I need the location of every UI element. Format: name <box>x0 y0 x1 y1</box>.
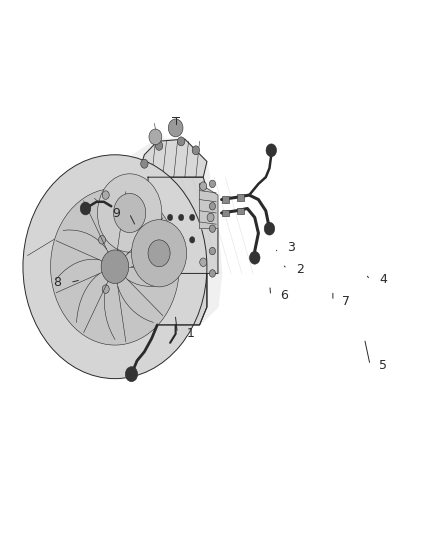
Circle shape <box>209 270 215 277</box>
Circle shape <box>250 252 260 264</box>
Text: 9: 9 <box>112 207 120 220</box>
Circle shape <box>209 225 215 232</box>
Polygon shape <box>200 184 218 229</box>
Circle shape <box>209 203 215 210</box>
Circle shape <box>97 174 162 252</box>
Circle shape <box>167 214 173 221</box>
Text: 5: 5 <box>379 359 387 372</box>
Circle shape <box>209 247 215 255</box>
Circle shape <box>200 182 207 190</box>
Bar <box>237 207 244 214</box>
Text: 7: 7 <box>342 295 350 308</box>
Circle shape <box>167 237 173 243</box>
Text: 2: 2 <box>296 263 304 276</box>
Circle shape <box>80 202 91 215</box>
Bar <box>222 196 229 203</box>
Circle shape <box>113 193 146 232</box>
Text: 6: 6 <box>280 289 288 302</box>
Polygon shape <box>148 177 218 325</box>
Bar <box>222 210 229 216</box>
Circle shape <box>190 237 195 243</box>
Circle shape <box>179 237 184 243</box>
Circle shape <box>149 129 162 144</box>
Circle shape <box>50 188 179 345</box>
Circle shape <box>179 214 184 221</box>
Circle shape <box>148 240 170 266</box>
Polygon shape <box>96 229 148 325</box>
Circle shape <box>131 220 187 287</box>
Circle shape <box>209 180 215 188</box>
Circle shape <box>177 137 185 146</box>
Polygon shape <box>139 139 207 177</box>
Text: 3: 3 <box>287 241 295 254</box>
Circle shape <box>102 191 109 199</box>
Polygon shape <box>96 139 222 325</box>
Circle shape <box>23 155 207 378</box>
Text: 8: 8 <box>53 276 61 289</box>
Text: 1: 1 <box>187 327 194 340</box>
Circle shape <box>264 222 275 235</box>
Bar <box>237 194 244 200</box>
Circle shape <box>155 141 163 150</box>
Circle shape <box>102 285 109 293</box>
Polygon shape <box>148 229 170 273</box>
Text: 4: 4 <box>379 273 387 286</box>
Circle shape <box>141 159 148 168</box>
Circle shape <box>192 146 200 155</box>
Polygon shape <box>148 273 207 325</box>
Circle shape <box>207 213 214 222</box>
Circle shape <box>125 367 138 382</box>
Circle shape <box>101 250 129 284</box>
Circle shape <box>99 236 106 244</box>
Circle shape <box>266 144 276 157</box>
Circle shape <box>200 258 207 266</box>
Circle shape <box>168 119 183 137</box>
Circle shape <box>190 214 195 221</box>
